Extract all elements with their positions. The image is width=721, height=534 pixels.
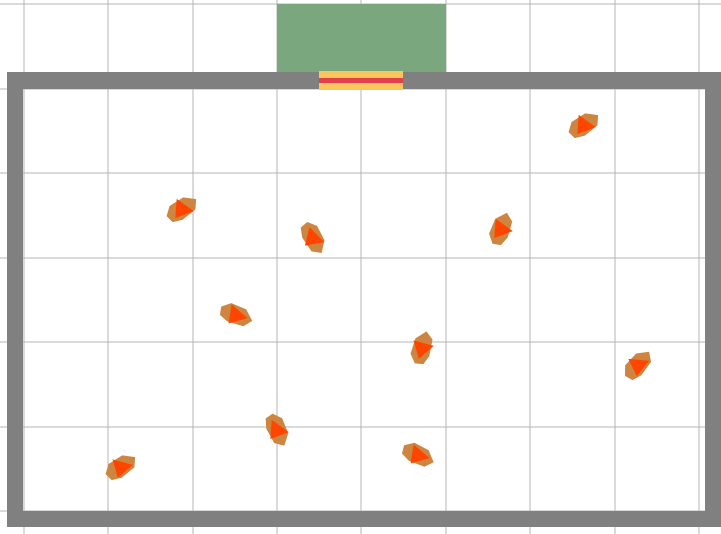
agent-heading-triangle: [494, 218, 513, 238]
agent-heading-triangle: [112, 459, 133, 478]
agent-heading-triangle: [304, 227, 325, 246]
agent-heading-triangle: [175, 198, 194, 218]
pedestrian-agent-icon: [624, 351, 652, 381]
agent-heading-triangle: [228, 304, 248, 324]
agent-heading-triangle: [270, 419, 289, 439]
pedestrian-agent-icon: [489, 212, 513, 246]
pedestrian-agent-icon: [401, 442, 434, 467]
exit-door-icon: [319, 71, 403, 90]
door-stripe: [319, 78, 403, 83]
agents: [105, 113, 652, 481]
walls: [7, 72, 721, 527]
agent-heading-triangle: [410, 444, 430, 464]
pedestrian-agent-icon: [568, 113, 599, 139]
agent-heading-triangle: [413, 340, 434, 359]
exit-zone: [277, 4, 446, 72]
pedestrian-agent-icon: [300, 222, 325, 253]
agent-heading-triangle: [577, 114, 596, 134]
pedestrian-agent-icon: [105, 455, 136, 481]
pedestrian-agent-icon: [265, 413, 289, 446]
pedestrian-agent-icon: [410, 331, 434, 365]
pedestrian-agent-icon: [219, 303, 253, 327]
wall-segment: [705, 72, 721, 527]
agent-heading-triangle: [628, 358, 650, 377]
wall-segment: [7, 511, 721, 527]
pedestrian-agent-icon: [166, 197, 197, 223]
wall-segment: [7, 72, 23, 527]
